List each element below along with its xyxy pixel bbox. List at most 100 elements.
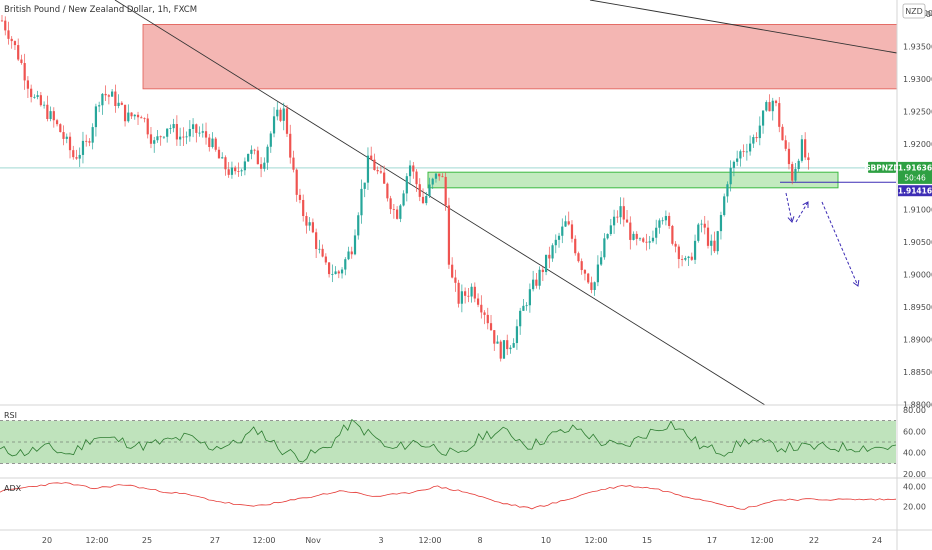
candle-body bbox=[98, 105, 101, 107]
candle-body bbox=[0, 20, 4, 22]
candle-body bbox=[85, 140, 88, 142]
candle-body bbox=[765, 102, 768, 111]
projection-path[interactable] bbox=[795, 201, 809, 223]
candle-body bbox=[703, 223, 706, 228]
candle-body bbox=[583, 270, 587, 274]
descending-trendline[interactable] bbox=[114, 0, 766, 406]
candle-body bbox=[629, 222, 632, 240]
candle-body bbox=[30, 88, 33, 98]
candle-body bbox=[240, 170, 243, 172]
candle-body bbox=[62, 132, 65, 139]
candle-body bbox=[668, 215, 671, 226]
candle-body bbox=[373, 159, 376, 171]
candle-body bbox=[198, 132, 201, 134]
candle-body bbox=[632, 233, 635, 240]
candle-body bbox=[509, 347, 512, 350]
currency-box[interactable] bbox=[902, 3, 926, 19]
candle-body bbox=[266, 146, 269, 163]
candle-body bbox=[749, 143, 752, 152]
candle-body bbox=[515, 326, 519, 344]
candle-body bbox=[425, 196, 428, 204]
price-tick-label: 1.91000 bbox=[903, 205, 932, 214]
rsi-tick-label: 40.00 bbox=[903, 449, 926, 458]
candle-body bbox=[357, 215, 360, 236]
candle-body bbox=[366, 155, 370, 183]
candle-body bbox=[460, 291, 463, 304]
candle-body bbox=[434, 173, 438, 179]
candle-body bbox=[327, 262, 331, 275]
candle-body bbox=[360, 188, 363, 216]
candle-body bbox=[655, 227, 658, 238]
candle-body bbox=[499, 341, 502, 359]
candle-body bbox=[638, 238, 642, 240]
time-tick-label: 25 bbox=[142, 536, 152, 545]
time-axis[interactable]: 20 12:00 25 27 12:00 Nov 3 12:00 8 10 12:00 15 17 12:… bbox=[42, 536, 882, 545]
candle-body bbox=[295, 169, 298, 195]
candle-body bbox=[166, 128, 169, 137]
projection-path[interactable] bbox=[821, 201, 859, 287]
candle-body bbox=[191, 124, 195, 130]
candle-body bbox=[557, 235, 561, 240]
candle-body bbox=[111, 91, 114, 97]
candle-body bbox=[75, 157, 78, 159]
price-tick-label: 1.92500 bbox=[903, 108, 932, 117]
last-price-tag bbox=[898, 161, 932, 184]
candle-body bbox=[551, 245, 554, 259]
candle-body bbox=[17, 45, 20, 60]
candle-body bbox=[719, 215, 723, 232]
candle-body bbox=[59, 124, 62, 133]
time-tick-label: 20 bbox=[42, 536, 52, 545]
candle-body bbox=[250, 149, 253, 154]
upper-trendline[interactable] bbox=[589, 0, 898, 54]
candle-body bbox=[706, 227, 710, 246]
candle-body bbox=[532, 279, 535, 290]
candle-body bbox=[554, 239, 557, 246]
candle-body bbox=[408, 165, 412, 177]
symbol-tag bbox=[868, 161, 896, 173]
candle-body bbox=[506, 340, 509, 350]
resistance-zone[interactable] bbox=[142, 24, 898, 90]
candle-body bbox=[334, 271, 337, 275]
candle-body bbox=[483, 312, 486, 315]
candle-body bbox=[622, 206, 625, 220]
candle-body bbox=[561, 226, 564, 236]
candle-body bbox=[331, 274, 334, 275]
support-zone[interactable] bbox=[427, 171, 839, 189]
candle-body bbox=[412, 165, 415, 172]
candle-body bbox=[596, 264, 599, 283]
candle-body bbox=[179, 136, 182, 140]
candle-body bbox=[36, 95, 39, 97]
candle-body bbox=[807, 157, 810, 161]
candle-body bbox=[606, 234, 609, 239]
candle-body bbox=[399, 205, 402, 219]
candle-body bbox=[33, 96, 36, 98]
candle-body bbox=[745, 151, 748, 153]
candle-body bbox=[263, 162, 266, 169]
candlestick-series bbox=[0, 15, 810, 362]
time-tick-label: 8 bbox=[477, 536, 482, 545]
candle-body bbox=[292, 157, 295, 170]
candle-body bbox=[120, 102, 123, 105]
time-tick-label: Nov bbox=[305, 536, 321, 545]
candle-body bbox=[405, 176, 408, 194]
candle-body bbox=[363, 182, 366, 189]
price-tick-label: 1.89500 bbox=[903, 303, 932, 312]
time-tick-label: 3 bbox=[378, 536, 383, 545]
projection-arrows[interactable] bbox=[785, 192, 860, 287]
candle-body bbox=[114, 91, 117, 106]
candle-body bbox=[771, 100, 774, 112]
candle-body bbox=[324, 256, 327, 263]
candle-body bbox=[528, 289, 531, 306]
candle-body bbox=[101, 93, 104, 106]
candle-body bbox=[49, 111, 52, 120]
candle-body bbox=[402, 193, 405, 206]
candle-body bbox=[253, 149, 256, 151]
rsi-axis: 80.00 60.00 40.00 20.00 bbox=[903, 406, 926, 479]
symbol-tag-label: GBPNZD bbox=[864, 163, 899, 172]
candle-body bbox=[548, 254, 551, 259]
candle-body bbox=[522, 305, 525, 311]
candle-body bbox=[10, 38, 13, 42]
candle-body bbox=[344, 259, 347, 270]
